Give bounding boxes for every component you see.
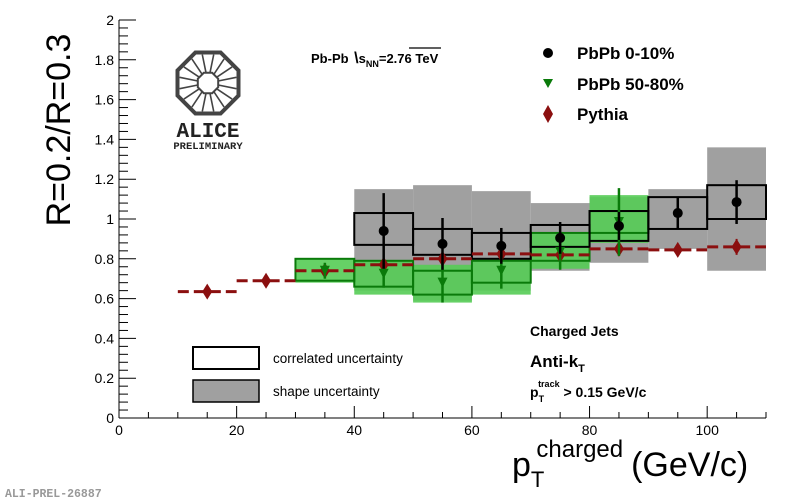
y-tick-label: 1.2 [95,171,115,187]
y-tick-label: 1.6 [95,92,115,108]
points-layer [319,180,742,303]
legend-box-correlated [192,346,260,370]
peripheral-point [378,268,389,279]
x-axis-label-sup: charged [536,436,623,463]
legend-label-pbpb-central: PbPb 0-10% [577,44,674,63]
x-tick-label: 80 [582,422,598,438]
central-point [437,238,448,249]
series-legend: PbPb 0-10% PbPb 50-80% Pythia [543,44,684,124]
alice-logo: ALICE PRELIMINARY [173,50,243,153]
algorithm-label: Anti-kT [530,352,585,375]
logo-spoke [201,54,207,73]
peripheral-point [437,277,448,288]
alice-logo-name: ALICE [176,121,239,144]
x-axis-label-unit: (GeV/c) [631,446,748,484]
alice-logo-emblem [175,50,241,116]
alice-logo-tag: PRELIMINARY [173,141,243,153]
central-point [555,232,566,243]
x-axis-label: pTcharged (GeV/c) [512,436,748,492]
logo-spoke [201,93,207,112]
track-cut-label: pTtrack > 0.15 GeV/c [530,379,647,404]
logo-spoke [183,88,200,100]
logo-spoke [183,66,200,78]
ticks-layer: 20 40 60 80 100 00 0.2 0.4 0.6 0.8 1 1.2 1.4 1.6 1.8 2 [95,12,767,438]
pythia-point [672,241,683,258]
x-origin-label: 0 [115,422,123,438]
y-tick-label: 1.8 [95,52,115,68]
y-tick-label: 0.8 [95,251,115,267]
pythia-point [731,238,742,255]
x-tick-label: 20 [229,422,245,438]
logo-spoke [216,66,233,78]
y-tick-label: 1.4 [95,131,115,147]
sqrt-sub: NN [366,59,379,69]
legend-marker-pythia [543,105,553,123]
y-tick-label: 2 [106,12,114,28]
logo-spoke [209,93,215,112]
y-origin-label: 0 [106,410,114,426]
legend-label-pbpb-peripheral: PbPb 50-80% [577,75,684,94]
x-tick-label: 40 [346,422,362,438]
y-tick-label: 0.4 [95,330,115,346]
logo-spoke [209,54,215,73]
central-point [672,208,683,219]
logo-spoke [218,76,237,82]
system-label: Pb-Pb \sNN=2.76 TeV [311,50,439,69]
x-axis-label-sub: T [531,467,544,492]
logo-spokes [179,54,237,112]
pythia-point [261,272,272,289]
logo-spoke [216,88,233,100]
legend-marker-pbpb-central [543,48,553,58]
y-tick-label: 0.6 [95,291,115,307]
jet-info: Charged Jets Anti-kT pTtrack > 0.15 GeV/… [530,323,647,404]
peripheral-point [319,265,330,276]
y-tick-label: 0.2 [95,370,115,386]
x-tick-label: 60 [464,422,480,438]
legend-marker-pbpb-peripheral [543,79,553,88]
logo-spoke [179,84,198,90]
central-point [613,220,624,231]
central-point [496,240,507,251]
x-axis-label-p: p [512,446,531,484]
logo-octagon-inner [196,71,220,95]
sqrt-sign: \ [354,50,359,67]
uncertainty-legend: correlated uncertainty shape uncertainty [192,346,403,403]
legend-label-correlated: correlated uncertainty [273,351,403,366]
legend-label-pythia: Pythia [577,105,629,124]
peripheral-point [496,265,507,276]
central-point [731,197,742,208]
logo-spoke [213,58,225,75]
y-axis-label: R=0.2/R=0.3 [40,34,78,227]
figure-id: ALI-PREL-26887 [5,488,102,501]
y-tick-label: 1 [106,211,114,227]
pythia-layer [177,238,766,300]
logo-spoke [213,91,225,108]
logo-spoke [191,58,203,75]
logo-octagon-outer [175,50,241,116]
logo-spoke [191,91,203,108]
pythia-point [202,283,213,300]
x-tick-label: 100 [696,422,720,438]
legend-box-shape [192,379,260,403]
system-energy: =2.76 TeV [379,51,439,66]
sqrt-s: s [359,51,366,66]
logo-spoke [179,76,198,82]
logo-spoke [218,84,237,90]
central-point [378,225,389,236]
charged-jets-label: Charged Jets [530,323,619,339]
legend-label-shape: shape uncertainty [273,384,380,399]
